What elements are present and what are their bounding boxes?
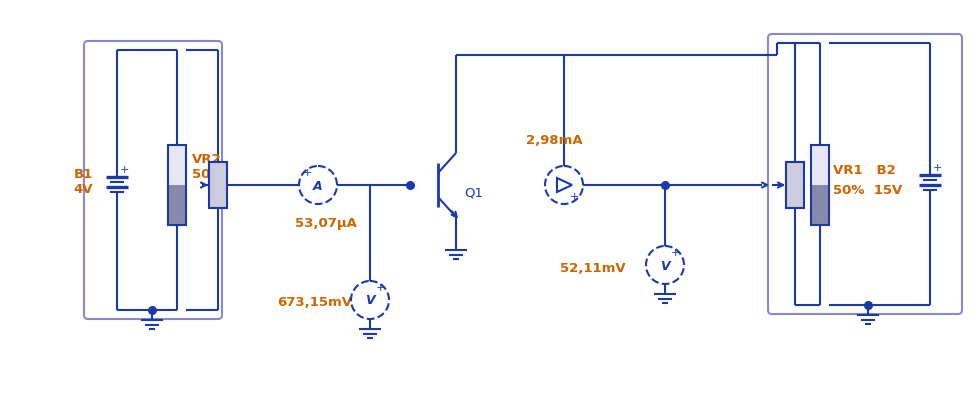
Text: +: +	[933, 163, 943, 173]
Bar	[168, 145, 186, 225]
Text: +: +	[570, 192, 580, 202]
Text: V: V	[365, 295, 375, 307]
Text: A: A	[314, 180, 322, 192]
Text: V: V	[660, 260, 670, 272]
Text: 673,15mV: 673,15mV	[278, 297, 353, 309]
Text: B1
4V: B1 4V	[73, 168, 93, 196]
Text: VR2
50%: VR2 50%	[192, 153, 223, 181]
Text: +: +	[303, 168, 313, 178]
Bar	[786, 162, 804, 208]
Bar	[209, 162, 227, 208]
Bar	[811, 145, 829, 225]
Bar	[811, 145, 829, 185]
Text: 53,07μA: 53,07μA	[295, 217, 356, 230]
Text: 50%  15V: 50% 15V	[833, 183, 902, 197]
Text: +: +	[671, 248, 680, 258]
Text: VR1   B2: VR1 B2	[833, 164, 896, 176]
Text: Q1: Q1	[464, 187, 483, 199]
Bar	[168, 145, 186, 185]
Text: +: +	[376, 283, 385, 293]
Bar	[811, 185, 829, 225]
Text: 52,11mV: 52,11mV	[560, 262, 626, 274]
Text: +: +	[120, 165, 130, 175]
Text: 2,98mA: 2,98mA	[526, 134, 582, 147]
Bar	[168, 185, 186, 225]
